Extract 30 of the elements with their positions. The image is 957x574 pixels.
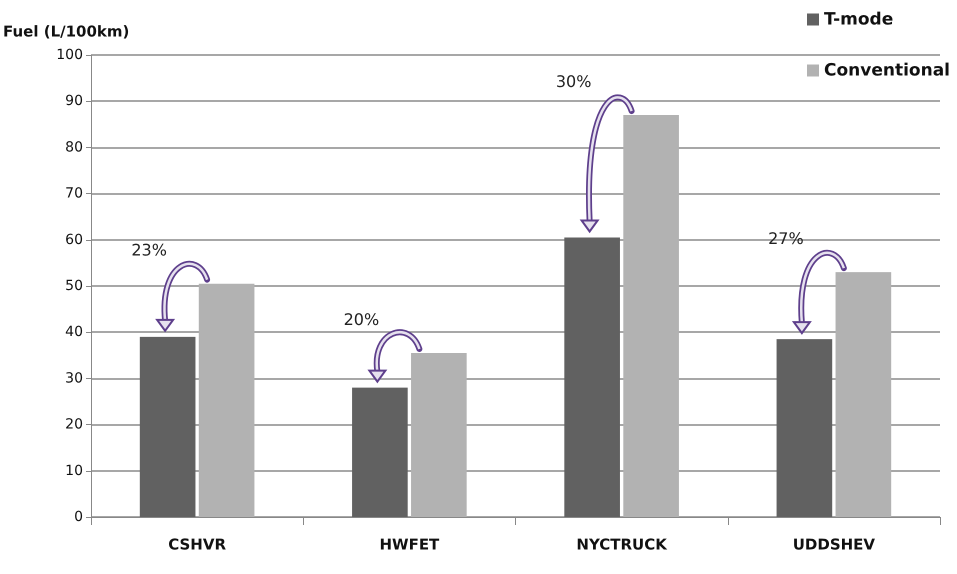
y-tick-label: 50 bbox=[65, 278, 83, 294]
y-tick-label: 90 bbox=[65, 93, 83, 110]
bar bbox=[140, 336, 196, 517]
bar bbox=[198, 284, 254, 517]
bar bbox=[352, 388, 408, 517]
legend-label: Conventional bbox=[824, 60, 950, 80]
y-tick-label: 80 bbox=[65, 139, 83, 156]
x-tick-label: HWFET bbox=[379, 536, 440, 554]
bar bbox=[776, 339, 832, 517]
annotation: 20% bbox=[344, 310, 380, 329]
x-tick-label: NYCTRUCK bbox=[576, 536, 668, 554]
y-tick-label: 30 bbox=[65, 370, 83, 386]
annotation: 23% bbox=[131, 240, 167, 260]
bar bbox=[836, 272, 892, 517]
y-tick-label: 60 bbox=[65, 232, 83, 248]
y-axis-title: Fuel (L/100km) bbox=[3, 22, 130, 40]
bar bbox=[623, 115, 679, 517]
y-tick-label: 40 bbox=[65, 324, 83, 340]
y-tick-label: 70 bbox=[65, 186, 83, 202]
y-tick-label: 10 bbox=[65, 462, 83, 479]
bar bbox=[564, 237, 620, 517]
y-tick-label: 0 bbox=[74, 509, 83, 525]
annotation: 30% bbox=[556, 72, 592, 92]
y-tick-label: 20 bbox=[65, 416, 83, 433]
x-tick-label: CSHVR bbox=[168, 536, 226, 554]
y-tick-label: 100 bbox=[56, 47, 83, 63]
legend-label: T-mode bbox=[824, 10, 894, 30]
annotation: 27% bbox=[768, 229, 804, 248]
x-tick-label: UDDSHEV bbox=[792, 536, 876, 554]
bar bbox=[411, 352, 467, 517]
